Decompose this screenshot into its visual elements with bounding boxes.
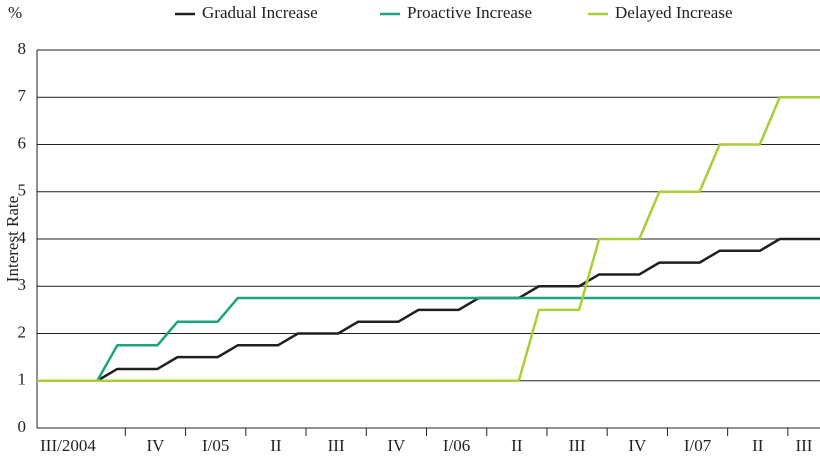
x-tick-label: III (328, 436, 345, 455)
y-tick-label: 1 (18, 370, 27, 389)
y-unit: % (8, 3, 22, 22)
legend-label: Delayed Increase (615, 3, 733, 22)
legend-label: Proactive Increase (407, 3, 532, 22)
x-tick-label: II (270, 436, 282, 455)
series-line (37, 96, 820, 382)
series-line (37, 296, 820, 382)
y-tick-label: 7 (18, 86, 27, 105)
x-tick-label: III/2004 (40, 436, 96, 455)
x-tick-label: IV (387, 436, 406, 455)
x-tick-label: III (795, 436, 812, 455)
x-tick-label: I/06 (443, 436, 470, 455)
x-tick-label: I/05 (202, 436, 229, 455)
y-tick-label: 6 (18, 133, 27, 152)
legend-label: Gradual Increase (202, 3, 318, 22)
x-tick-label: II (752, 436, 764, 455)
x-tick-label: II (511, 436, 523, 455)
y-tick-label: 8 (18, 39, 27, 58)
y-axis-label: Interest Rate (3, 196, 22, 282)
y-tick-label: 3 (18, 275, 27, 294)
y-tick-label: 0 (18, 417, 27, 436)
y-tick-label: 4 (18, 228, 27, 247)
series-line (37, 237, 820, 382)
x-tick-label: I/07 (684, 436, 712, 455)
x-tick-label: III (569, 436, 586, 455)
x-tick-label: IV (146, 436, 165, 455)
x-tick-label: IV (628, 436, 647, 455)
y-tick-label: 2 (18, 322, 27, 341)
y-tick-label: 5 (18, 181, 27, 200)
